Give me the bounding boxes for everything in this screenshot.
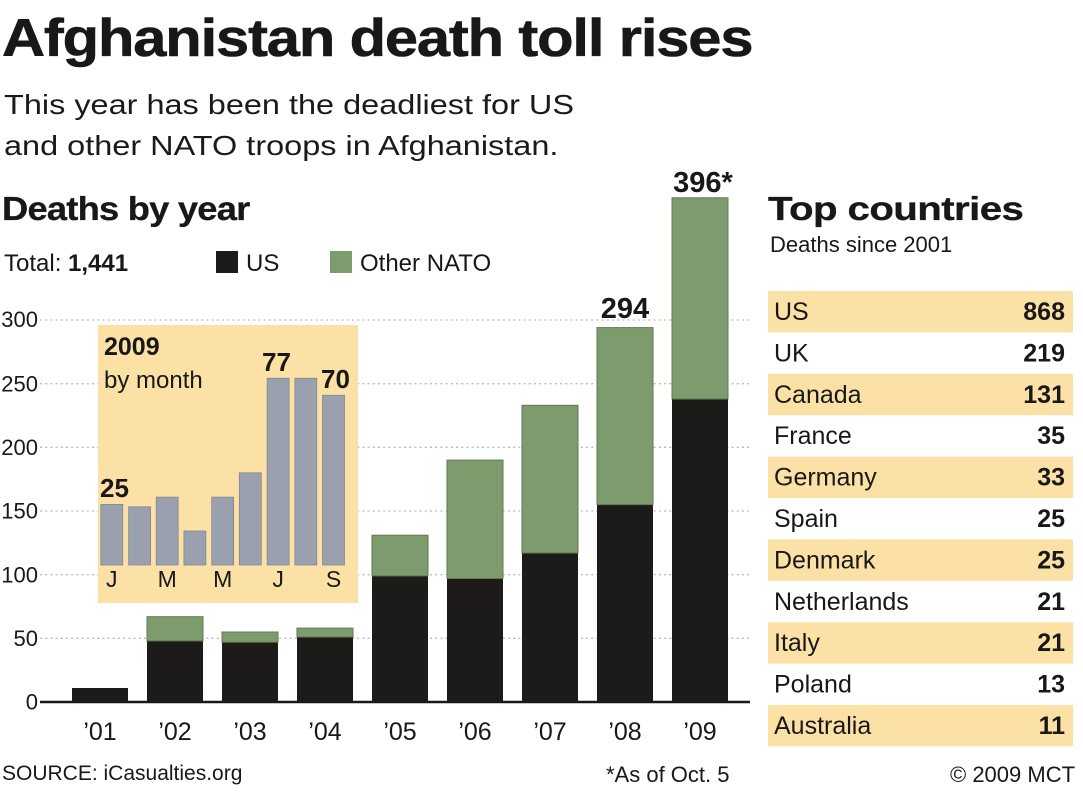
svg-text:Australia: Australia <box>774 712 871 740</box>
svg-text:Spain: Spain <box>774 505 838 533</box>
svg-text:13: 13 <box>1037 671 1065 699</box>
svg-text:France: France <box>774 422 852 450</box>
svg-text:S: S <box>326 566 341 592</box>
svg-text:11: 11 <box>1039 712 1066 740</box>
svg-text:UK: UK <box>774 339 809 367</box>
svg-text:131: 131 <box>1023 381 1065 409</box>
svg-text:2009: 2009 <box>104 333 160 361</box>
svg-text:21: 21 <box>1037 588 1065 616</box>
svg-text:35: 35 <box>1037 422 1065 450</box>
svg-text:25: 25 <box>1037 505 1065 533</box>
svg-text:25: 25 <box>100 473 129 503</box>
svg-text:70: 70 <box>321 364 350 394</box>
svg-text:868: 868 <box>1023 298 1065 326</box>
svg-text:J: J <box>272 566 284 592</box>
svg-text:J: J <box>106 566 118 592</box>
svg-text:Netherlands: Netherlands <box>774 588 909 616</box>
svg-text:21: 21 <box>1037 629 1065 657</box>
svg-text:Poland: Poland <box>774 671 852 699</box>
svg-text:25: 25 <box>1037 546 1065 574</box>
svg-text:by month: by month <box>104 367 203 394</box>
svg-text:33: 33 <box>1037 464 1065 492</box>
svg-text:Germany: Germany <box>774 464 877 492</box>
svg-text:219: 219 <box>1023 339 1065 367</box>
svg-text:M: M <box>213 566 232 592</box>
svg-text:US: US <box>774 298 809 326</box>
svg-text:77: 77 <box>262 347 291 377</box>
svg-text:Canada: Canada <box>774 381 862 409</box>
svg-text:Denmark: Denmark <box>774 546 876 574</box>
svg-text:Italy: Italy <box>774 629 820 657</box>
svg-text:M: M <box>158 566 177 592</box>
